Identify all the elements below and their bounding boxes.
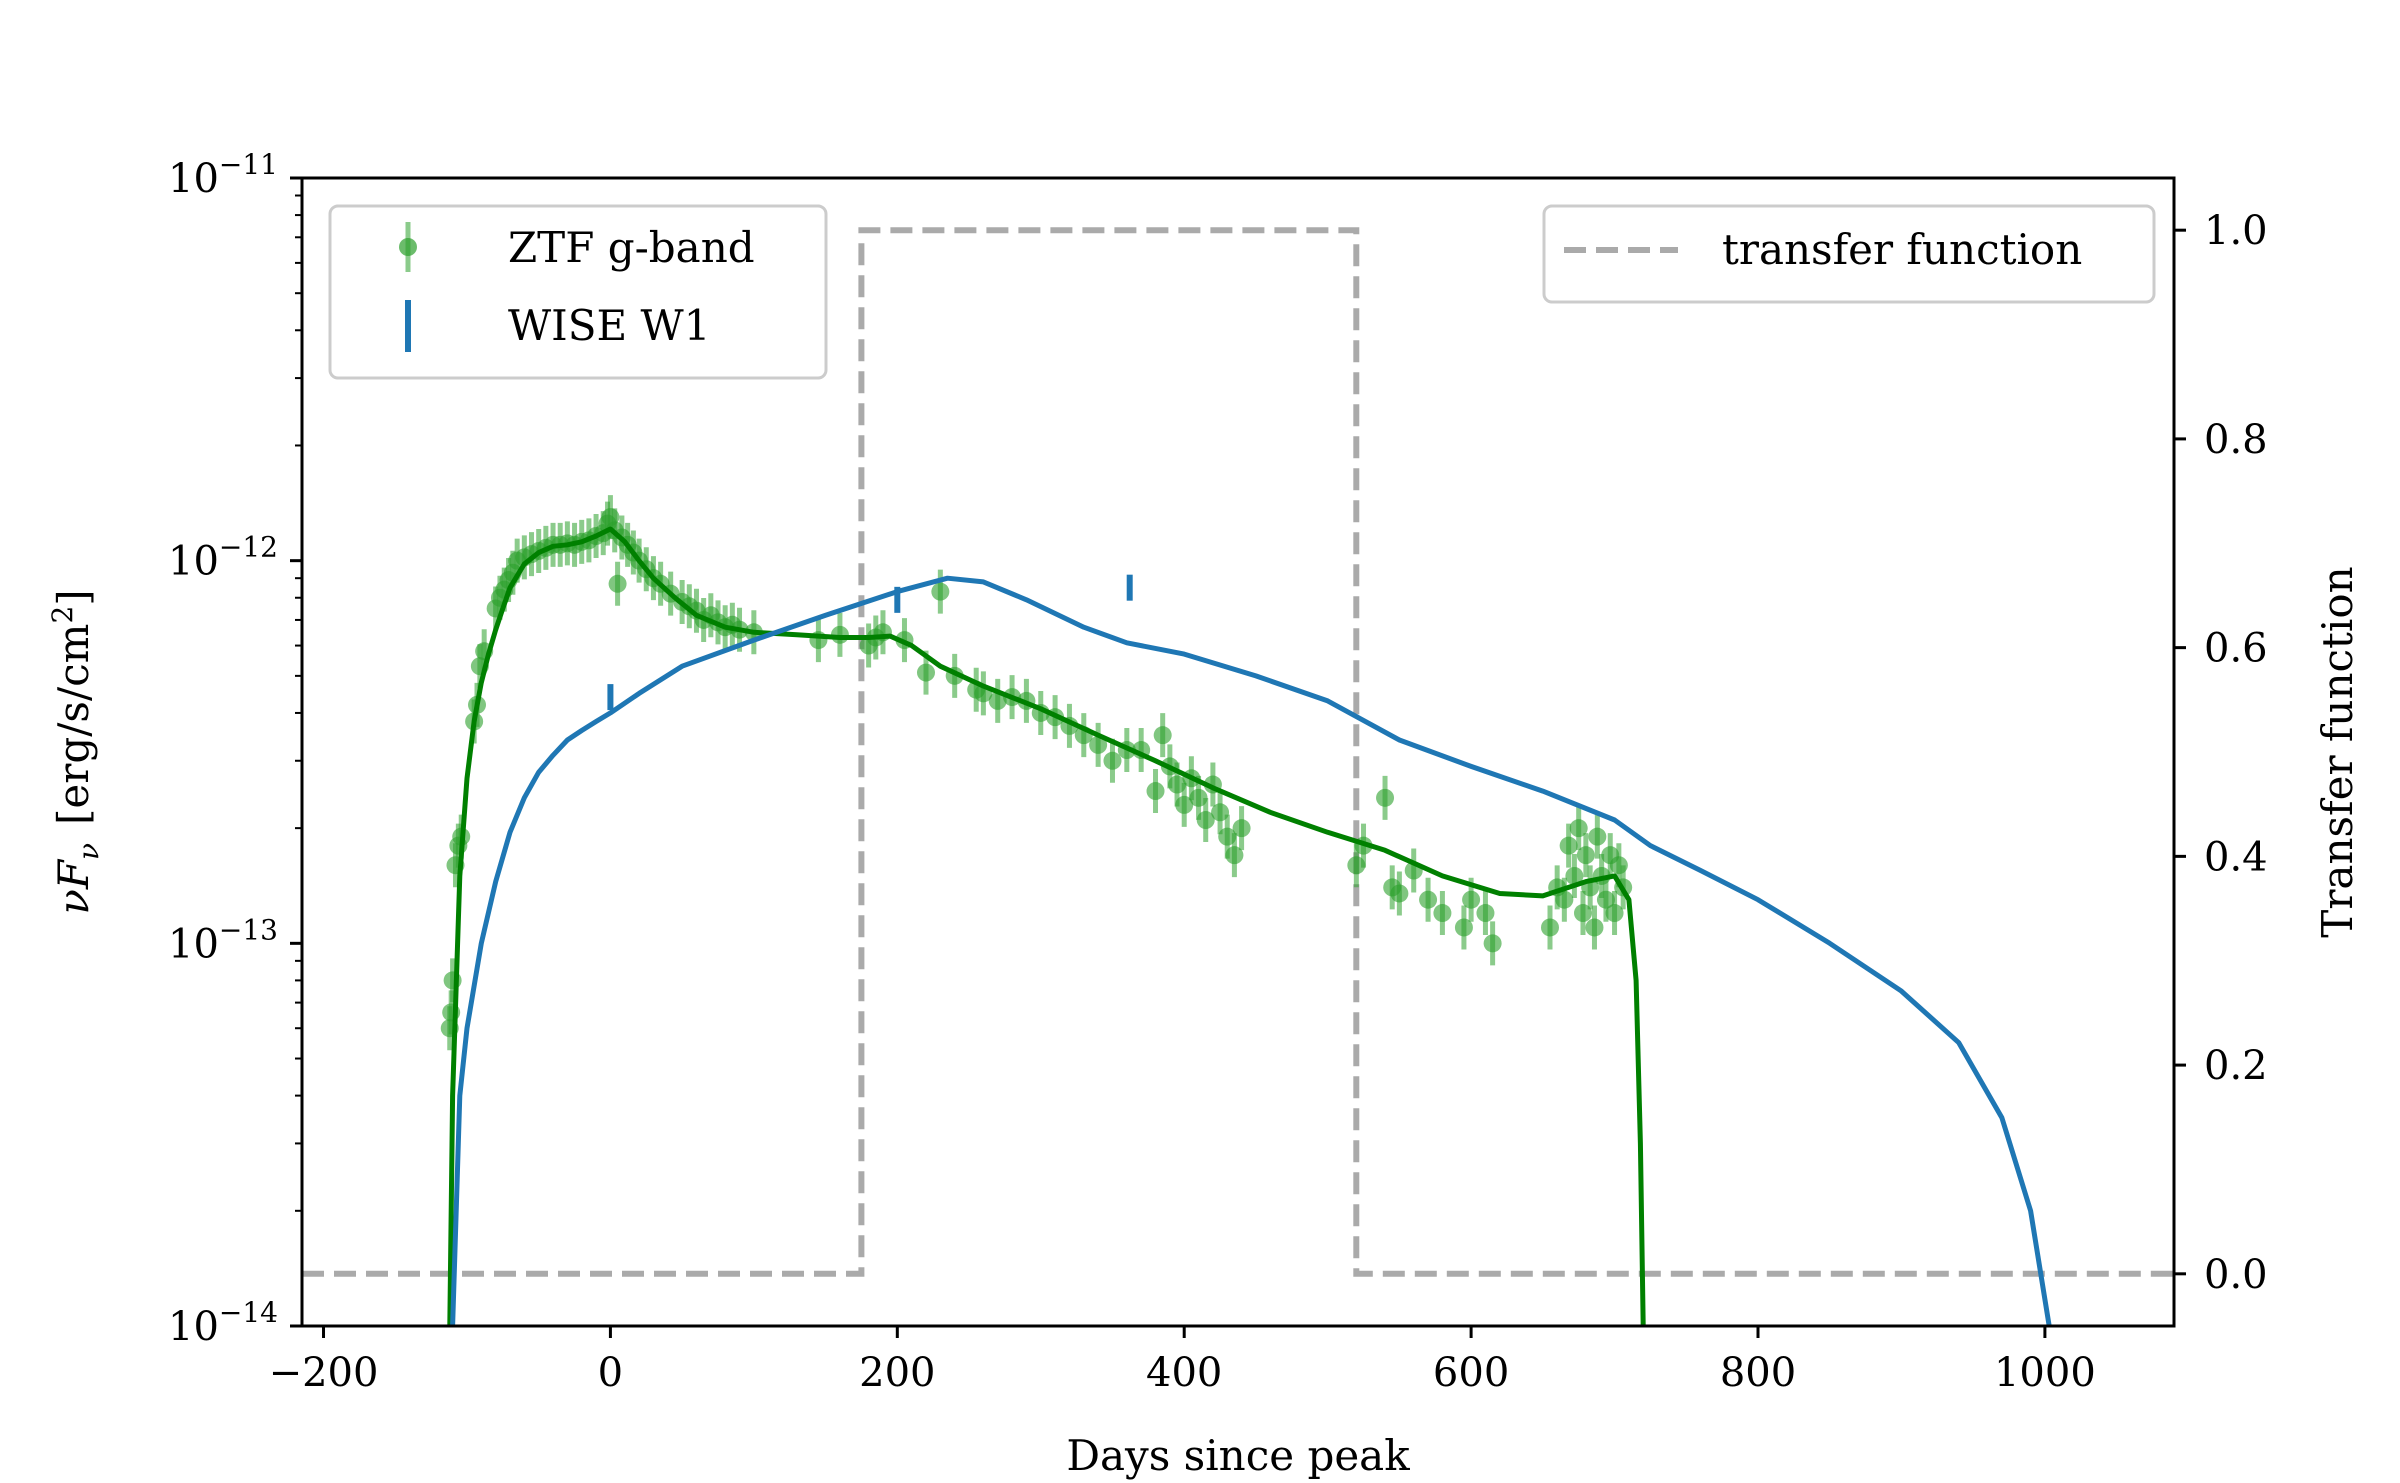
right-y-axis: 0.0 0.2 0.4 0.6 0.8 1.0 bbox=[2174, 208, 2268, 1298]
left-y-axis-label: νFν [erg/s/cm2] bbox=[46, 589, 105, 914]
legend-wise-label: WISE W1 bbox=[508, 301, 710, 350]
x-tick-label: 400 bbox=[1146, 1350, 1222, 1396]
legend-ztf-label: ZTF g-band bbox=[508, 223, 755, 272]
left-y-tick-label: 10−11 bbox=[168, 148, 278, 202]
ztf-data-point bbox=[931, 582, 950, 601]
ztf-model-line bbox=[447, 526, 1646, 1326]
x-axis-label: Days since peak bbox=[1066, 1431, 1410, 1480]
plot-frame bbox=[300, 176, 2176, 1328]
legend-ztf-marker bbox=[399, 238, 417, 256]
ztf-data-point bbox=[988, 691, 1007, 710]
ztf-data-point bbox=[1419, 890, 1438, 909]
x-tick-label: 1000 bbox=[1994, 1350, 2096, 1396]
ztf-data-point bbox=[1390, 884, 1409, 903]
ztf-data-point bbox=[1225, 846, 1244, 865]
ztf-data-point bbox=[1189, 788, 1208, 807]
right-y-tick-label: 0.8 bbox=[2204, 417, 2268, 463]
ztf-data-point bbox=[1153, 726, 1172, 745]
ztf-data-point bbox=[917, 663, 935, 682]
transfer-function-line bbox=[302, 227, 2174, 1277]
left-y-tick-label: 10−12 bbox=[168, 531, 278, 585]
legend-right-box bbox=[1542, 204, 2156, 304]
ztf-data-point bbox=[1588, 827, 1607, 846]
ztf-data-point bbox=[1347, 856, 1366, 875]
right-y-tick-label: 0.2 bbox=[2204, 1043, 2268, 1089]
ztf-data-point bbox=[1576, 846, 1595, 865]
ztf-data-point bbox=[1232, 819, 1251, 838]
ztf-data-point bbox=[1146, 782, 1165, 801]
ztf-data-point bbox=[1196, 811, 1215, 830]
ztf-data-point bbox=[1585, 918, 1604, 937]
legend-left: ZTF g-band WISE W1 bbox=[328, 204, 828, 380]
left-y-label-units-sup: 2 bbox=[46, 606, 79, 624]
right-y-tick-label: 1.0 bbox=[2204, 208, 2268, 254]
ztf-data-point bbox=[1462, 890, 1481, 909]
ztf-data-point bbox=[1596, 890, 1615, 909]
ztf-data-point bbox=[1175, 795, 1194, 814]
transfer-function-layer bbox=[302, 227, 2174, 1277]
ztf-data-point bbox=[1168, 775, 1187, 794]
left-y-label-units-end: ] bbox=[49, 589, 98, 605]
right-y-tick-label: 0.6 bbox=[2204, 626, 2268, 672]
ztf-data-point bbox=[1559, 836, 1578, 855]
left-y-label-units: [erg/s/cm bbox=[49, 624, 98, 825]
ztf-data-point bbox=[1569, 819, 1588, 838]
x-tick-label: 0 bbox=[598, 1350, 623, 1396]
ztf-data-point bbox=[1555, 890, 1574, 909]
plot-area bbox=[302, 227, 2174, 1326]
wise-model-line bbox=[450, 575, 2052, 1326]
x-tick-label: 800 bbox=[1720, 1350, 1796, 1396]
left-y-axis: 10−14 10−13 10−12 10−11 bbox=[168, 148, 302, 1350]
wise-errorbar-layer bbox=[607, 574, 1133, 711]
ztf-data-point bbox=[1103, 751, 1122, 770]
ztf-data-point bbox=[1541, 918, 1559, 937]
ztf-data-point bbox=[1565, 866, 1584, 885]
ztf-data-point bbox=[1573, 904, 1592, 923]
right-y-axis-label: Transfer function bbox=[2313, 566, 2362, 937]
ztf-data-point bbox=[1483, 934, 1502, 953]
left-y-tick-label: 10−13 bbox=[168, 913, 278, 967]
x-axis: −200 0 200 400 600 800 1000 bbox=[269, 1326, 2096, 1396]
x-tick-label: −200 bbox=[269, 1350, 379, 1396]
legend-left-box bbox=[328, 204, 828, 380]
legend-transfer-label: transfer function bbox=[1722, 225, 2082, 274]
ztf-data-point bbox=[1605, 904, 1624, 923]
x-tick-label: 600 bbox=[1433, 1350, 1509, 1396]
ztf-data-point bbox=[1476, 904, 1495, 923]
left-y-tick-label: 10−14 bbox=[168, 1296, 278, 1350]
ztf-data-point bbox=[1376, 788, 1395, 807]
ztf-data-point bbox=[1089, 735, 1108, 754]
right-y-tick-label: 0.4 bbox=[2204, 834, 2268, 880]
x-tick-label: 200 bbox=[859, 1350, 935, 1396]
right-y-tick-label: 0.0 bbox=[2204, 1252, 2268, 1298]
ztf-data-point bbox=[1211, 803, 1230, 822]
left-y-label-main: νF bbox=[49, 858, 98, 915]
left-y-label-sub: ν bbox=[72, 843, 105, 860]
legend-right: transfer function bbox=[1542, 204, 2156, 304]
ztf-data-point bbox=[1218, 827, 1237, 846]
ztf-data-point bbox=[608, 574, 627, 593]
ztf-data-point bbox=[1433, 904, 1452, 923]
ztf-data-point bbox=[1454, 918, 1473, 937]
model-lines-layer bbox=[447, 526, 2052, 1326]
